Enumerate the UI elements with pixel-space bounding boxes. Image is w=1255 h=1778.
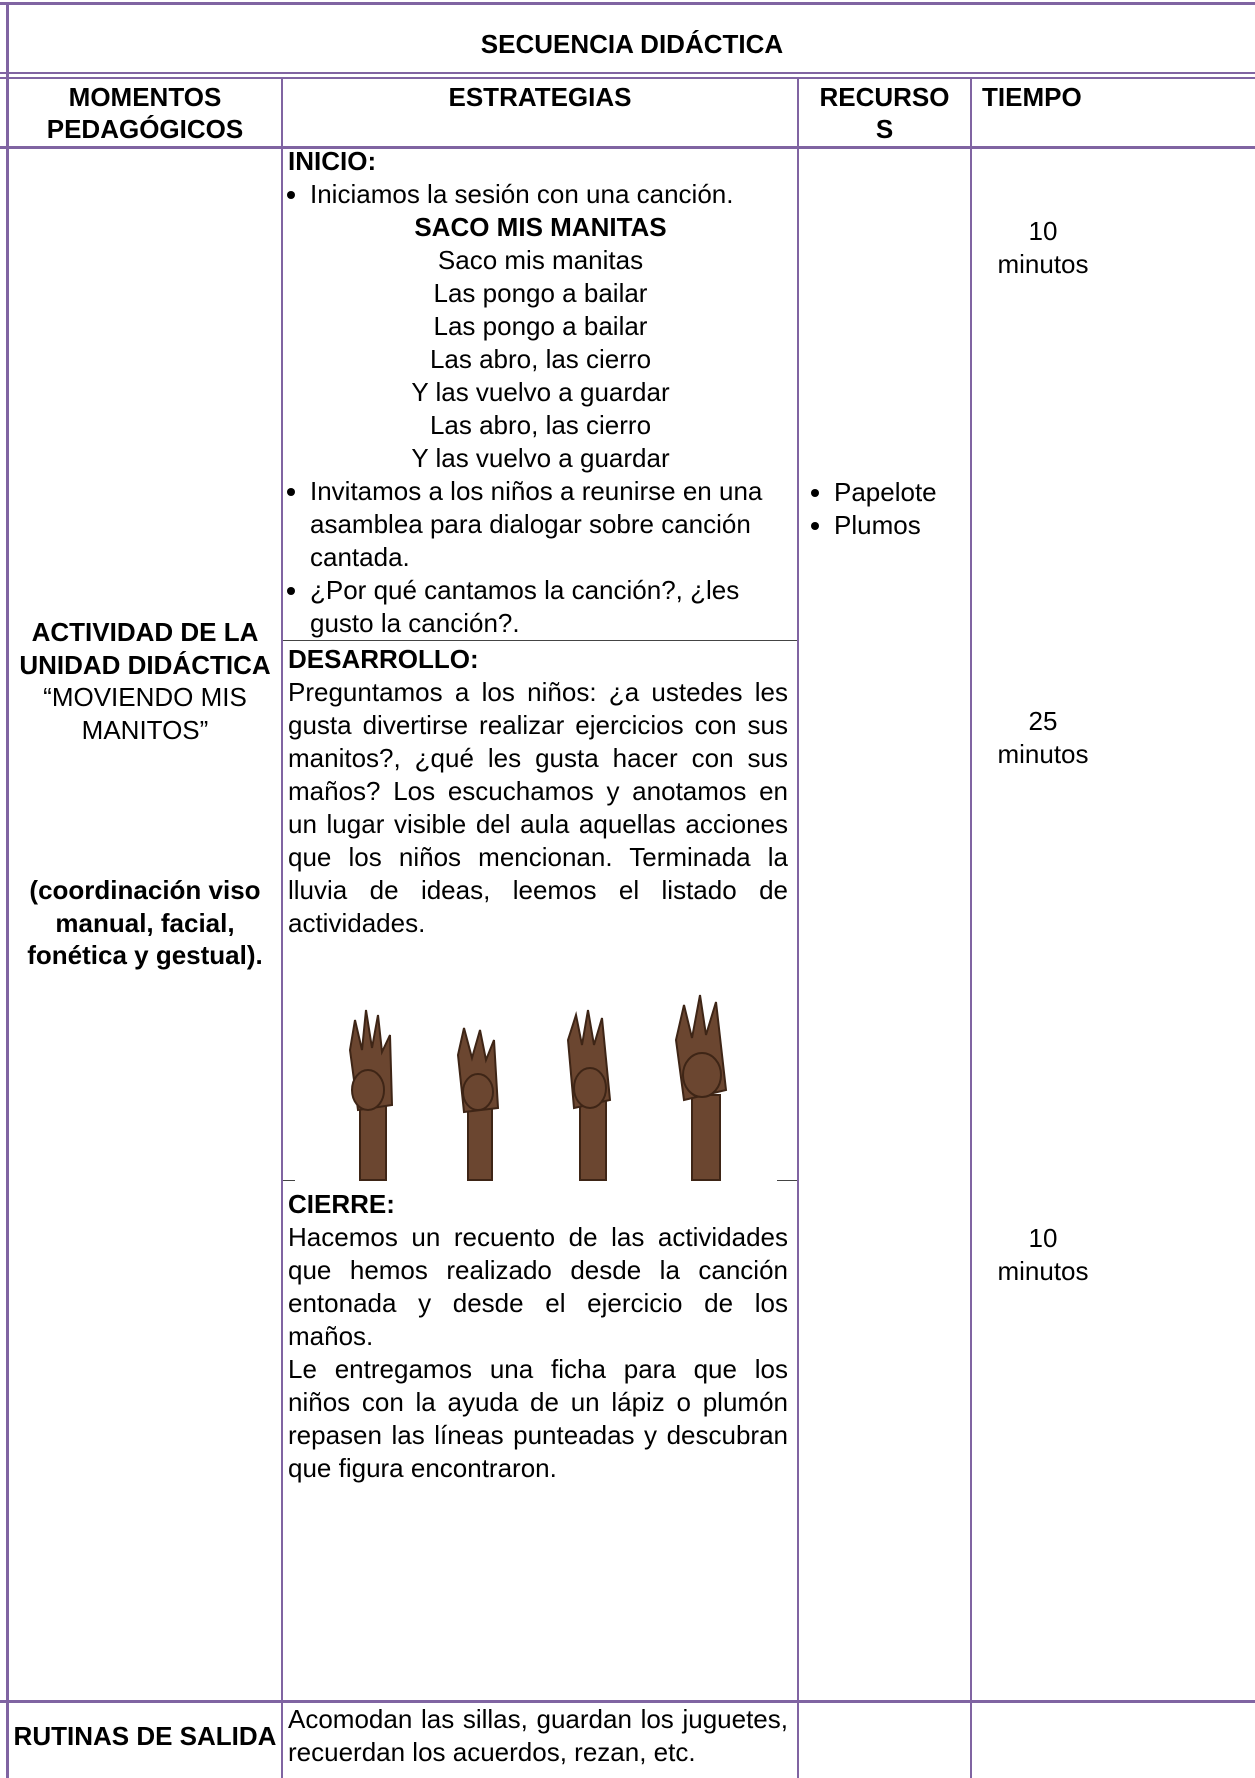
cierre: CIERRE: Hacemos un recuento de las activ…	[288, 1188, 788, 1485]
section-text: Le entregamos una ficha para que los niñ…	[288, 1354, 788, 1483]
header: TIEMPO	[982, 82, 1082, 112]
header: RECURSO S	[819, 82, 950, 144]
inicio: INICIO: Iniciamos la sesión con una canc…	[288, 145, 793, 640]
section-heading: DESARROLLO:	[288, 644, 479, 674]
song-line: Las abro, las cierro	[429, 344, 652, 374]
resource: Plumos	[834, 509, 989, 542]
section-heading: CIERRE:	[288, 1189, 395, 1219]
time-unit: minutos	[997, 249, 1089, 279]
song-line: Saco mis manitas	[437, 245, 644, 275]
section-text: Preguntamos a los niños: ¿a ustedes les …	[288, 677, 788, 938]
moment-title: ACTIVIDAD DE LA UNIDAD DIDÁCTICA	[19, 617, 271, 680]
doc-title: SECUENCIA DIDÁCTICA	[480, 29, 784, 59]
song-line: Las abro, las cierro	[429, 410, 652, 440]
song-line: Y las vuelvo a guardar	[411, 377, 670, 407]
time-amount: 25	[1028, 706, 1058, 736]
song-line: Las pongo a bailar	[433, 278, 648, 308]
song-line: Y las vuelvo a guardar	[411, 443, 670, 473]
bullet-list: Invitamos a los niños a reunirse en una …	[288, 475, 793, 640]
moment: ACTIVIDAD DE LA UNIDAD DIDÁCTICA “MOVIEN…	[15, 616, 275, 972]
bullet: ¿Por qué cantamos la canción?, ¿les gust…	[310, 574, 793, 640]
section-text: Hacemos un recuento de las actividades q…	[288, 1222, 788, 1351]
exit-text: Acomodan las sillas, guardan los juguete…	[288, 1704, 788, 1767]
time-amount: 10	[1028, 216, 1058, 246]
resources: PapelotePlumos	[812, 476, 989, 542]
time-unit: minutos	[997, 739, 1089, 769]
header: MOMENTOS PEDAGÓGICOS	[46, 82, 244, 144]
time-amount: 10	[1028, 1223, 1058, 1253]
bullet-list: Iniciamos la sesión con una canción.	[288, 178, 793, 211]
moment-focus: (coordinación viso manual, facial, fonét…	[27, 875, 263, 970]
song: Saco mis manitas Las pongo a bailar Las po…	[288, 244, 793, 475]
bullet: Invitamos a los niños a reunirse en una …	[310, 475, 793, 574]
song-line: Las pongo a bailar	[433, 311, 648, 341]
bullet: Iniciamos la sesión con una canción.	[310, 178, 793, 211]
hands-image	[348, 994, 728, 1181]
section-heading: INICIO:	[288, 146, 377, 176]
song-title: SACO MIS MANITAS	[414, 212, 667, 242]
exit-label: RUTINAS DE SALIDA	[13, 1721, 277, 1751]
resource: Papelote	[834, 476, 989, 509]
moment-name: “MOVIENDO MIS MANITOS”	[43, 682, 247, 745]
time-unit: minutos	[997, 1256, 1089, 1286]
desarrollo: DESARROLLO: Preguntamos a los niños: ¿a …	[288, 643, 788, 940]
header: ESTRATEGIAS	[448, 82, 632, 112]
